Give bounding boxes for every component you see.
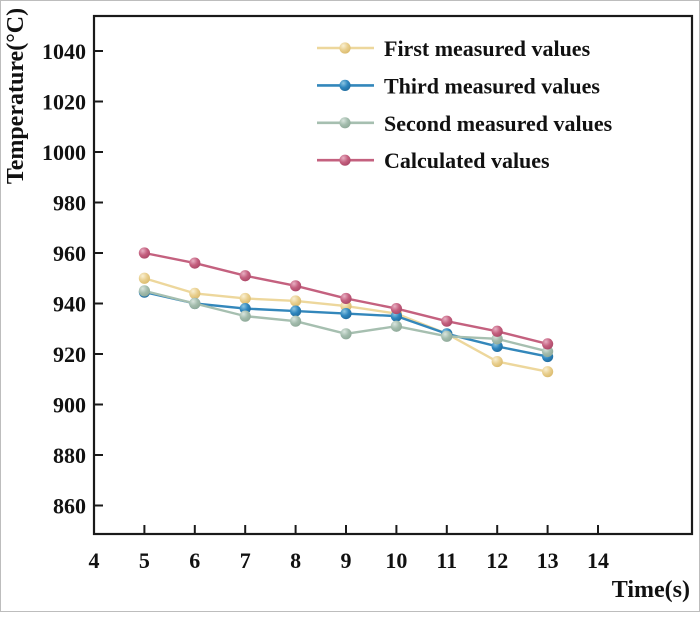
- legend-label: Second measured values: [384, 111, 613, 136]
- data-point-marker: [189, 257, 201, 269]
- data-point-marker: [138, 247, 150, 259]
- legend-marker: [339, 117, 351, 129]
- legend-marker: [339, 42, 351, 54]
- data-point-marker: [491, 355, 503, 368]
- legend-label: First measured values: [384, 36, 591, 61]
- legend: First measured values Third measured valu…: [317, 36, 613, 173]
- legend-item: Calculated values: [317, 148, 550, 173]
- x-tick-label: 6: [189, 548, 200, 573]
- legend-label: Third measured values: [384, 73, 600, 98]
- legend-marker: [339, 154, 351, 166]
- data-point-marker: [290, 280, 302, 292]
- data-point-marker: [441, 315, 453, 327]
- data-point-marker: [290, 315, 302, 327]
- data-point-marker: [189, 287, 201, 299]
- legend-label: Calculated values: [384, 148, 550, 173]
- x-tick-label: 4: [89, 548, 100, 573]
- y-tick-label: 1020: [42, 90, 86, 115]
- x-tick-label: 12: [486, 548, 508, 573]
- data-point-marker: [189, 297, 201, 310]
- y-tick-label: 900: [53, 393, 86, 418]
- x-tick-label: 13: [537, 548, 559, 573]
- data-point-marker: [340, 292, 352, 305]
- x-tick-label: 8: [290, 548, 301, 573]
- y-tick-label: 980: [53, 191, 86, 216]
- data-point-marker: [340, 308, 352, 320]
- data-point-marker: [542, 366, 554, 378]
- y-axis-title: Temperature(°C): [3, 8, 29, 184]
- data-point-marker: [290, 305, 302, 317]
- y-tick-label: 960: [53, 241, 86, 266]
- data-point-marker: [340, 328, 352, 340]
- legend-item: First measured values: [317, 36, 591, 61]
- x-tick-label: 9: [341, 548, 352, 573]
- data-point-marker: [390, 320, 402, 332]
- x-tick-label: 7: [240, 548, 251, 573]
- x-tick-label: 14: [587, 548, 609, 573]
- y-tick-label: 1040: [42, 39, 86, 64]
- x-tick-label: 10: [385, 548, 407, 573]
- data-point-marker: [290, 295, 302, 307]
- series-line-0: [144, 277, 548, 373]
- y-tick-label: 940: [53, 292, 86, 317]
- x-tick-label: 11: [436, 548, 457, 573]
- legend-marker: [339, 79, 351, 91]
- legend-item: Second measured values: [317, 111, 613, 136]
- data-point-marker: [390, 302, 402, 315]
- data-point-marker: [138, 285, 150, 297]
- y-tick-label: 1000: [42, 140, 86, 165]
- y-tick-label: 920: [53, 342, 86, 367]
- data-point-marker: [239, 292, 251, 305]
- y-tick-label: 880: [53, 443, 86, 468]
- data-point-marker: [138, 272, 150, 284]
- x-tick-label: 5: [139, 548, 150, 573]
- data-point-marker: [491, 325, 503, 337]
- legend-item: Third measured values: [317, 73, 600, 98]
- data-point-marker: [441, 330, 453, 342]
- x-axis-title: Time(s): [612, 577, 690, 603]
- y-tick-label: 860: [53, 494, 86, 519]
- plot-border: [92, 14, 694, 536]
- data-point-marker: [542, 338, 554, 350]
- data-point-marker: [239, 310, 251, 322]
- data-point-marker: [239, 270, 251, 282]
